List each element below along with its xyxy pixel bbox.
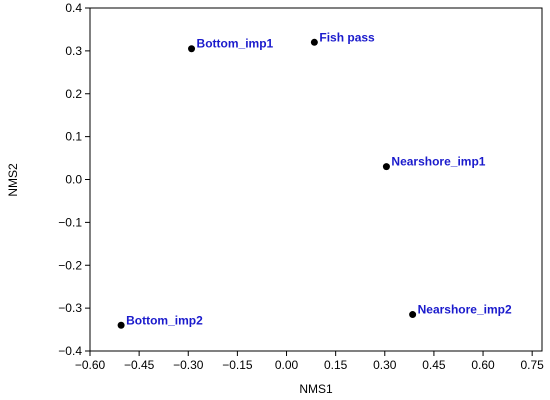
- x-tick-label: 0.60: [471, 358, 495, 372]
- x-axis-ticks: −0.60 −0.45 −0.30 −0.15 0.00 0.15 0.30 0.45 0.60…: [75, 351, 544, 372]
- x-tick-label: 0.45: [422, 358, 446, 372]
- y-tick-label: 0.1: [65, 130, 82, 144]
- y-axis-ticks: −0.4 −0.3 −0.2 −0.1 0.0 0.1 0.2 0.3 0.4: [58, 1, 90, 358]
- x-tick-label: 0.15: [324, 358, 348, 372]
- point-label: Fish pass: [319, 30, 375, 44]
- x-tick-label: 0.00: [275, 358, 299, 372]
- data-point: [310, 38, 318, 46]
- x-tick-label: −0.15: [222, 358, 253, 372]
- data-point: [409, 311, 417, 319]
- y-tick-label: −0.1: [58, 215, 82, 229]
- plot-frame: [89, 7, 543, 352]
- y-tick-label: −0.3: [58, 301, 82, 315]
- x-tick-label: 0.30: [373, 358, 397, 372]
- x-tick-label: −0.60: [75, 358, 106, 372]
- data-points: Bottom_imp1 Fish pass Nearshore_imp1 Nearsh…: [117, 30, 512, 329]
- y-tick-label: −0.4: [58, 344, 82, 358]
- x-tick-label: −0.30: [173, 358, 204, 372]
- y-axis-title: NMS2: [6, 163, 20, 197]
- point-label: Bottom_imp2: [126, 313, 203, 327]
- y-tick-label: 0.2: [65, 87, 82, 101]
- point-label: Nearshore_imp2: [418, 303, 512, 317]
- point-label: Nearshore_imp1: [391, 155, 485, 169]
- x-tick-label: 0.75: [520, 358, 544, 372]
- point-label: Bottom_imp1: [197, 37, 274, 51]
- y-tick-label: −0.2: [58, 258, 82, 272]
- data-point: [188, 45, 196, 53]
- y-tick-label: 0.3: [65, 44, 82, 58]
- y-tick-label: 0.4: [65, 1, 82, 15]
- data-point: [117, 321, 125, 329]
- y-tick-label: 0.0: [65, 173, 82, 187]
- data-point: [382, 163, 390, 171]
- x-tick-label: −0.45: [124, 358, 155, 372]
- x-axis-title: NMS1: [299, 382, 333, 396]
